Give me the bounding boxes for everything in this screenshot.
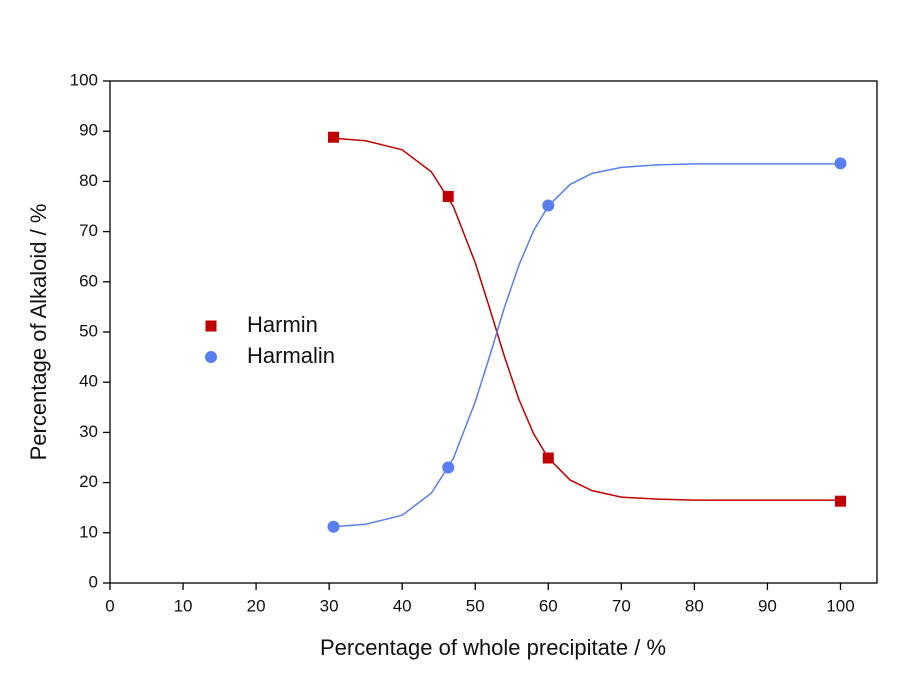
x-tick-label: 0 <box>105 596 114 615</box>
marker <box>542 452 554 464</box>
marker <box>327 520 340 533</box>
plot-frame <box>109 80 878 584</box>
y-tick-label: 40 <box>79 372 98 391</box>
x-tick-label: 90 <box>758 596 777 615</box>
marker <box>542 199 555 212</box>
x-tick-label: 20 <box>247 596 266 615</box>
y-tick-label: 90 <box>79 121 98 140</box>
x-tick-label: 80 <box>685 596 704 615</box>
x-tick-label: 50 <box>466 596 485 615</box>
marker <box>834 495 846 507</box>
legend-marker <box>205 351 217 363</box>
y-tick-label: 80 <box>79 171 98 190</box>
y-tick-label: 10 <box>79 522 98 541</box>
y-tick-label: 0 <box>89 572 98 591</box>
y-tick-label: 20 <box>79 472 98 491</box>
fit-curve <box>333 137 841 501</box>
marker <box>442 461 455 474</box>
legend-text: Harmalin <box>247 343 335 368</box>
legend-text: Harmin <box>247 312 318 337</box>
marker <box>328 131 340 143</box>
y-tick-label: 60 <box>79 271 98 290</box>
x-tick-label: 10 <box>174 596 193 615</box>
marker <box>442 190 454 202</box>
marker <box>834 157 847 170</box>
y-tick-label: 100 <box>70 70 98 89</box>
y-tick-label: 70 <box>79 221 98 240</box>
x-tick-label: 30 <box>320 596 339 615</box>
x-tick-label: 100 <box>826 596 854 615</box>
fit-curve <box>333 163 841 528</box>
x-tick-label: 40 <box>393 596 412 615</box>
x-axis-title: Percentage of whole precipitate / % <box>320 635 666 660</box>
y-axis-title: Percentage of Alkaloid / % <box>26 204 51 461</box>
x-tick-label: 70 <box>612 596 631 615</box>
x-tick-label: 60 <box>539 596 558 615</box>
legend-marker <box>205 320 217 332</box>
y-tick-label: 50 <box>79 321 98 340</box>
y-tick-label: 30 <box>79 422 98 441</box>
